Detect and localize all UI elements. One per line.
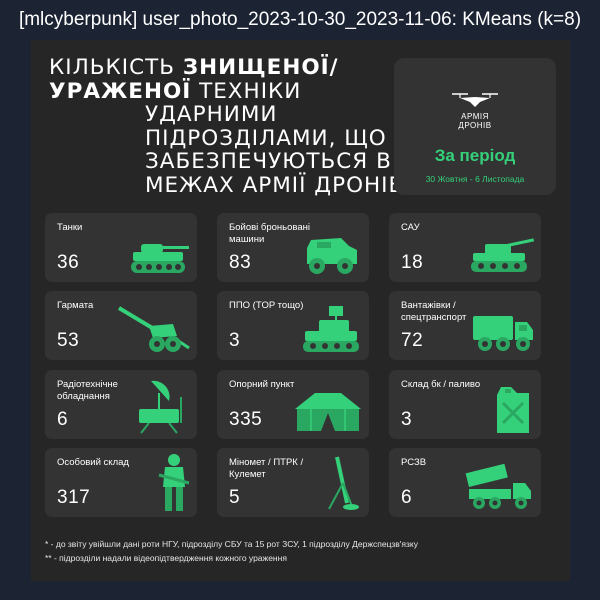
stat-card-trucks: Вантажівки / спецтранспорт 72 [389,291,541,360]
stat-label: Танки [57,222,83,233]
stat-label: РСЗВ [401,457,427,468]
brand-logo-text: АРМІЯ ДРОНІВ [394,112,556,130]
tent-icon [295,393,361,431]
self-propelled-gun-icon [471,238,535,272]
armored-vehicle-icon [307,238,357,274]
brand-logo-line1: АРМІЯ [461,112,489,121]
headline-line4: підрозділами, що [145,125,387,151]
stat-value: 3 [229,330,241,351]
headline-line1-regular: Кількість [49,55,176,80]
headline-line5: забезпечуються в [145,149,392,174]
brand-panel: АРМІЯ ДРОНІВ За період 30 Жовтня - 6 Лис… [394,58,556,195]
stat-value: 317 [57,487,91,508]
stat-value: 6 [401,487,413,508]
window-title: [mlcyberpunk] user_photo_2023-10-30_2023… [18,9,582,30]
fuel-can-icon [497,387,529,433]
stat-value: 36 [57,252,80,273]
stat-value: 335 [229,409,263,430]
air-defense-icon [303,306,359,352]
stat-label: Бойові броньовані машини [229,222,310,245]
cannon-icon [117,306,190,352]
stat-value: 72 [401,330,424,351]
headline-line3: ударними [145,102,278,127]
headline-line1-bold: знищеної/ [182,55,339,80]
stat-card-cannons: Гармата 53 [45,291,197,360]
stat-card-sau: САУ 18 [389,213,541,282]
headline-line6: межах Армії Дронів [145,172,405,198]
stat-card-air-defense: ППО (TOP тощо) 3 [217,291,369,360]
brand-logo-line2: ДРОНІВ [458,121,492,130]
headline-line2-bold: ураженої [49,78,192,104]
footnote-2: ** - підрозділи надали відеопідтвердженн… [45,553,287,563]
stat-card-tanks: Танки 36 [45,213,197,282]
stat-card-ammo-fuel-depot: Склад бк / паливо 3 [389,370,541,439]
stat-label: Особовий склад [57,457,129,468]
stat-card-mlrs: РСЗВ 6 [389,448,541,517]
stat-label: Гармата [57,300,94,311]
stat-card-mortars: Міномет / ПТРК /Кулемет 5 [217,448,369,517]
stat-value: 5 [229,487,241,508]
infographic-poster: Кількість знищеної/ ураженої техніки уда… [31,40,570,581]
soldier-icon [158,454,190,511]
stat-value: 83 [229,252,252,273]
period-dates: 30 Жовтня - 6 Листопада [425,174,525,184]
stat-value: 18 [401,252,424,273]
stat-value: 6 [57,409,69,430]
stat-card-armored-vehicles: Бойові броньовані машини 83 [217,213,369,282]
rocket-launcher-icon [465,463,531,509]
stat-value: 3 [401,409,413,430]
footnote-1: * - до звіту увійшли дані роти НГУ, підр… [45,539,418,549]
drone-logo-icon [452,93,498,107]
stat-label: Вантажівки / спецтранспорт [401,300,467,323]
period-title: За період [434,146,516,165]
stat-label: Опорний пункт [229,379,295,390]
stat-card-personnel: Особовий склад 317 [45,448,197,517]
stat-card-radio-equipment: Радіотехнічне обладнання 6 [45,370,197,439]
stat-card-strongpoint: Опорний пункт 335 [217,370,369,439]
stat-label: Радіотехнічне обладнання [57,379,118,402]
headline: Кількість знищеної/ ураженої техніки уда… [49,55,405,198]
tank-icon [131,244,189,273]
mortar-icon [328,456,359,510]
stat-label: Міномет / ПТРК /Кулемет [229,457,304,480]
stat-label: ППО (TOP тощо) [229,300,304,311]
stat-value: 53 [57,330,80,351]
radar-icon [139,380,182,434]
stat-label: Склад бк / паливо [401,379,481,390]
stat-label: САУ [401,222,420,233]
truck-icon [473,316,533,351]
headline-line2-regular: техніки [199,78,302,104]
